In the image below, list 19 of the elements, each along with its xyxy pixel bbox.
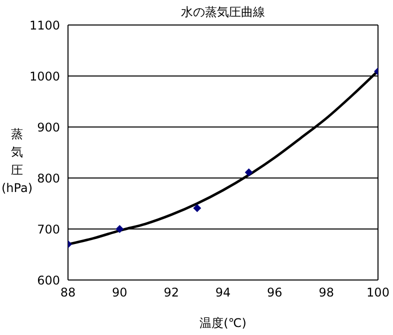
- x-tick-label: 94: [215, 286, 231, 300]
- chart-title: 水の蒸気圧曲線: [180, 4, 266, 21]
- point: [193, 204, 202, 212]
- x-tick-label: 100: [366, 286, 390, 300]
- y-tick-label: 800: [37, 171, 60, 186]
- y-tick-label: 600: [37, 273, 60, 288]
- x-axis-title: 温度(℃): [200, 316, 246, 330]
- x-tick-label: 88: [60, 286, 76, 300]
- y-axis-title: 蒸気圧(hPa): [0, 126, 34, 197]
- x-tick-label: 92: [164, 286, 179, 300]
- x-tick-label: 90: [112, 286, 128, 300]
- y-tick-label: 700: [37, 222, 60, 236]
- x-tick-label: 96: [267, 286, 282, 300]
- y-tick-label: 900: [37, 120, 60, 134]
- y-tick-label: 1100: [29, 18, 60, 32]
- y-tick-label: 1000: [29, 69, 60, 84]
- point: [116, 225, 124, 233]
- x-tick-label: 98: [318, 286, 334, 300]
- point: [244, 168, 253, 176]
